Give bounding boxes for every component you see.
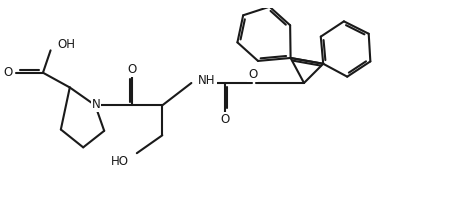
Text: O: O	[248, 68, 257, 82]
Text: O: O	[3, 66, 13, 79]
Text: N: N	[92, 98, 100, 111]
Text: NH: NH	[198, 74, 215, 87]
Text: O: O	[220, 113, 229, 126]
Text: O: O	[128, 63, 137, 76]
Text: OH: OH	[57, 38, 75, 52]
Text: HO: HO	[110, 155, 129, 168]
